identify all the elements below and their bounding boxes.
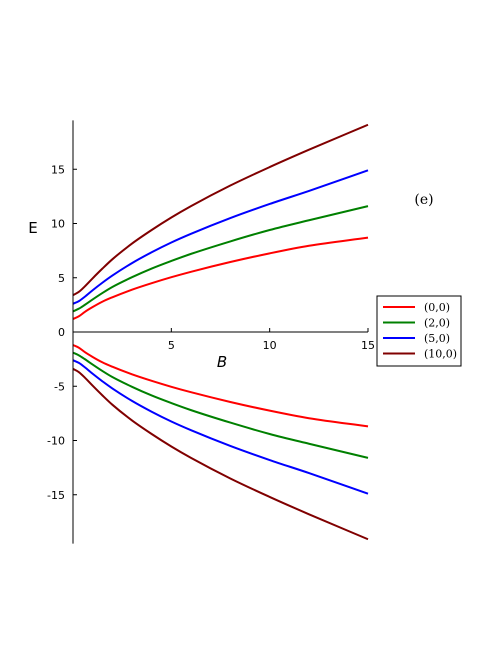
- y-tick-label: 5: [58, 272, 65, 285]
- y-tick-label: -10: [47, 435, 65, 448]
- x-tick-label: 15: [361, 339, 375, 352]
- y-axis-label: E: [28, 219, 37, 237]
- legend-label: (10,0): [424, 348, 457, 361]
- series-line-lower: [72, 368, 369, 541]
- legend-label: (5,0): [424, 332, 450, 345]
- series-line-lower: [72, 351, 369, 459]
- series-layer: [72, 123, 369, 541]
- y-tick-label: 10: [51, 218, 65, 231]
- y-tick-label: 15: [51, 163, 65, 176]
- y-tick-label: -15: [47, 489, 65, 502]
- series-line-upper: [72, 205, 369, 313]
- series-line-upper: [72, 236, 369, 320]
- legend: (0,0) (2,0) (5,0) (10,0): [376, 295, 462, 367]
- x-tick-label: 5: [168, 339, 175, 352]
- y-tick-label: 0: [58, 326, 65, 339]
- tick-layer: 5 10 15 -15 -10 -5 0 5 10 15: [47, 163, 375, 502]
- series-line-lower: [72, 344, 369, 428]
- legend-label: (0,0): [424, 301, 450, 314]
- x-tick-label: 10: [263, 339, 277, 352]
- x-axis-label: B: [217, 353, 227, 371]
- series-line-upper: [72, 123, 369, 296]
- series-line-lower: [72, 359, 369, 495]
- y-tick-label: -5: [54, 380, 65, 393]
- panel-label: (e): [414, 192, 433, 208]
- series-line-upper: [72, 169, 369, 305]
- legend-label: (2,0): [424, 317, 450, 330]
